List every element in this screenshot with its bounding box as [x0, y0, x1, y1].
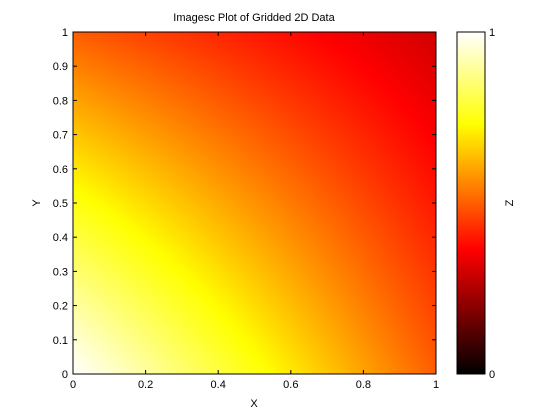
y-tick-label: 0.6	[53, 164, 68, 176]
y-tick-label: 0.3	[53, 266, 68, 278]
y-tick-label: 0.7	[53, 130, 68, 142]
colorbar-tick-min: 0	[489, 369, 495, 381]
y-tick-label: 0.2	[53, 301, 68, 313]
y-tick-label: 0	[62, 369, 68, 381]
x-tick-label: 0.4	[211, 379, 226, 391]
x-tick-label: 0	[70, 379, 76, 391]
colorbar-tick-max: 1	[489, 27, 495, 39]
y-axis-label: Y	[31, 199, 43, 207]
y-tick-label: 0.8	[53, 95, 68, 107]
plot-area: 0 0.2 0.4 0.6 0.8 1 0 0.1 0.2 0.3 0.4 0.5 0.6 0.7 0.8…	[53, 27, 439, 391]
colorbar-label: Z	[504, 199, 516, 206]
x-tick-label: 1	[433, 379, 439, 391]
y-tick-label: 0.4	[53, 232, 68, 244]
x-axis-label: X	[250, 398, 258, 410]
x-axis-ticks: 0 0.2 0.4 0.6 0.8 1	[70, 32, 439, 391]
colorbar-gradient	[456, 31, 486, 375]
y-axis-ticks: 0 0.1 0.2 0.3 0.4 0.5 0.6 0.7 0.8 0.9 1	[53, 27, 436, 381]
y-tick-label: 1	[62, 27, 68, 39]
x-tick-label: 0.8	[356, 379, 371, 391]
y-tick-label: 0.9	[53, 61, 68, 73]
y-tick-label: 0.5	[53, 198, 68, 210]
heatmap-image	[73, 32, 436, 374]
y-tick-label: 0.1	[53, 335, 68, 347]
x-tick-label: 0.6	[283, 379, 298, 391]
colorbar: 1 0 Z	[456, 27, 516, 381]
x-tick-label: 0.2	[138, 379, 153, 391]
chart-title: Imagesc Plot of Gridded 2D Data	[173, 12, 335, 24]
